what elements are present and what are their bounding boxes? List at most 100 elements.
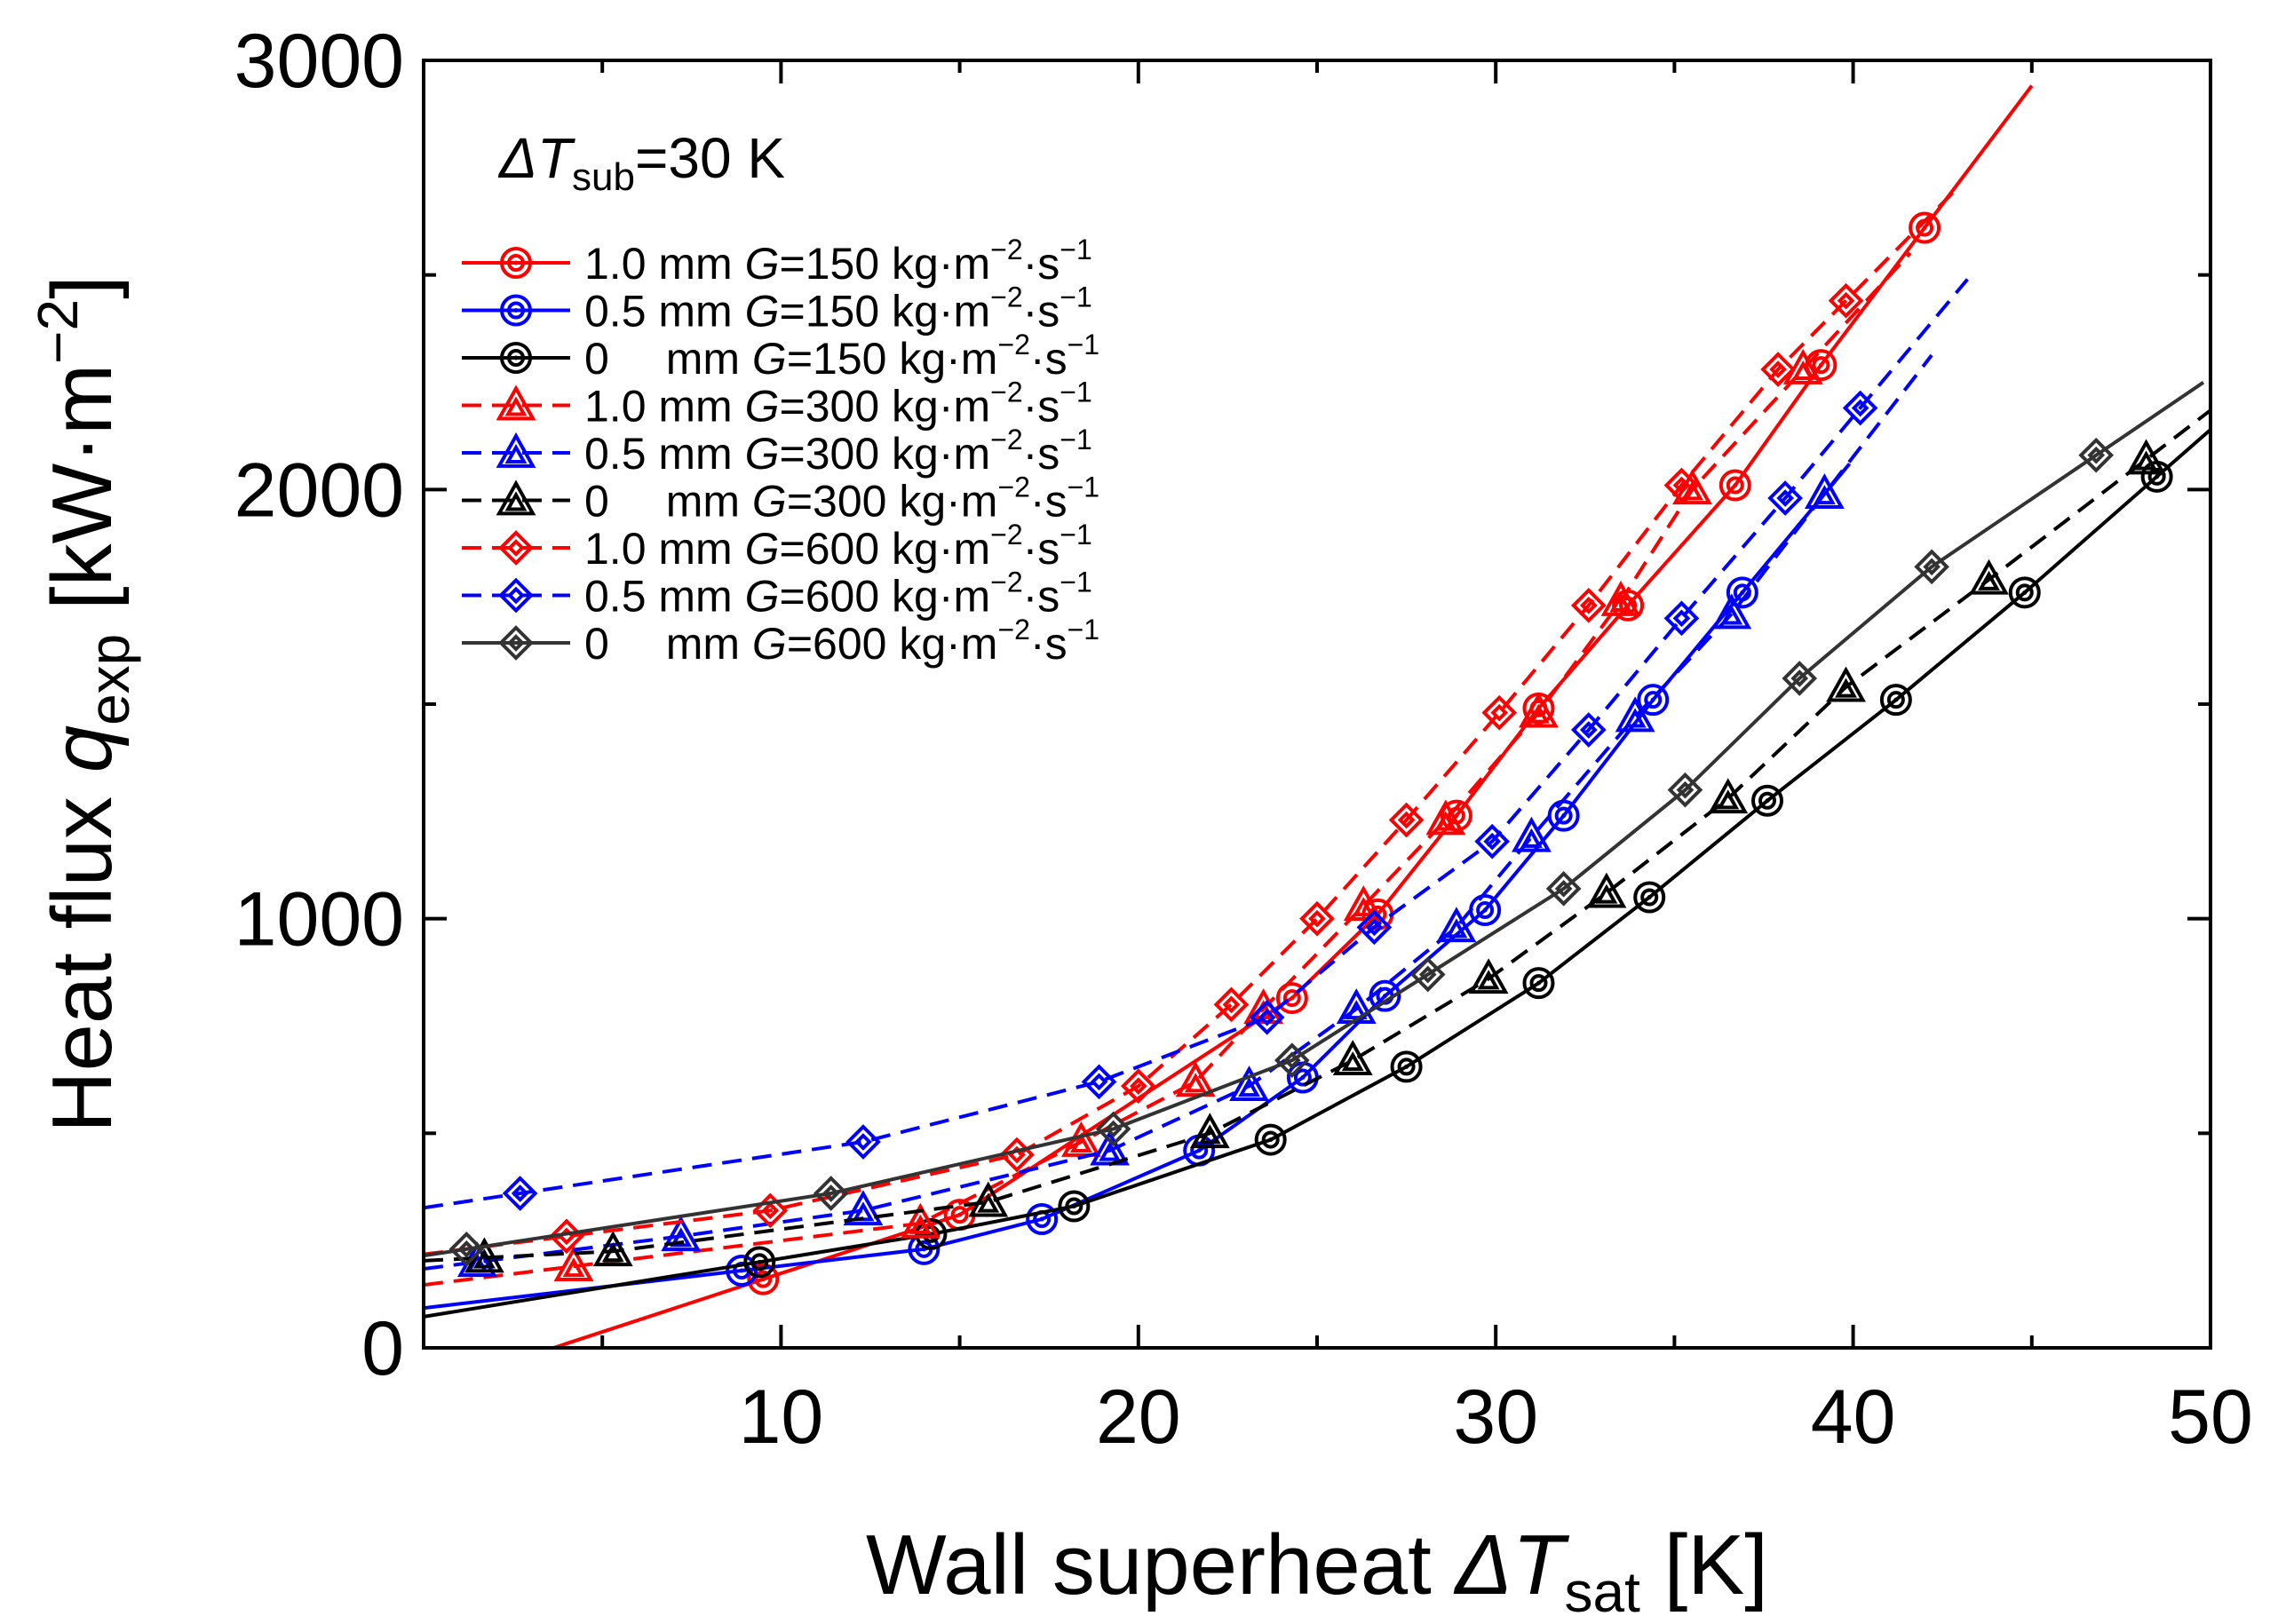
- legend-label: 0 mm G=300 kg·m−2·s−1: [584, 471, 1099, 527]
- data-point: [1095, 1111, 1131, 1147]
- data-point: [1249, 1000, 1285, 1035]
- data-point: [1826, 666, 1866, 702]
- data-point: [1914, 549, 1949, 585]
- data-point: [1388, 802, 1425, 838]
- data-point: [1519, 692, 1559, 728]
- series-line-6: [424, 191, 1955, 1256]
- data-point: [813, 1176, 849, 1211]
- legend-entry: 0.5 mm G=150 kg·m−2·s−1: [462, 281, 1092, 337]
- data-point: [1229, 1066, 1269, 1101]
- data-point: [1189, 1113, 1230, 1149]
- x-tick-label: 40: [1811, 1374, 1896, 1460]
- tick-layer: [424, 60, 2210, 1348]
- series-layer: [424, 84, 2210, 1348]
- legend-label: 0.5 mm G=600 kg·m−2·s−1: [584, 566, 1092, 622]
- plot-frame: [422, 59, 2212, 1350]
- legend-label: 1.0 mm G=150 kg·m−2·s−1: [584, 234, 1092, 289]
- data-point: [1390, 1050, 1423, 1083]
- data-point: [553, 1246, 594, 1281]
- data-point: [1760, 352, 1796, 387]
- data-point: [1474, 823, 1511, 860]
- data-point: [1481, 694, 1518, 731]
- legend-label: 0.5 mm G=150 kg·m−2·s−1: [584, 281, 1092, 337]
- data-point: [1909, 211, 1941, 244]
- legend-label: 0 mm G=150 kg·m−2·s−1: [584, 329, 1099, 384]
- data-point: [1708, 778, 1749, 814]
- data-point: [1570, 712, 1607, 748]
- data-point: [1842, 390, 1878, 426]
- legend-swatch-marker: [496, 384, 536, 421]
- legend: 1.0 mm G=150 kg·m−2·s−10.5 mm G=150 kg·m…: [462, 234, 1099, 669]
- data-point: [1711, 593, 1752, 630]
- legend-label: 1.0 mm G=600 kg·m−2·s−1: [584, 519, 1092, 574]
- data-point: [1615, 696, 1655, 733]
- legend-entry: 0.5 mm G=300 kg·m−2·s−1: [462, 424, 1092, 479]
- series-line-5: [424, 408, 2210, 1263]
- legend-label: 0.5 mm G=300 kg·m−2·s−1: [584, 424, 1092, 479]
- data-point: [1663, 467, 1700, 503]
- data-point: [1299, 900, 1335, 937]
- data-point: [1804, 473, 1845, 509]
- data-point: [502, 1176, 538, 1211]
- legend-swatch-marker: [498, 530, 534, 566]
- data-point: [845, 1124, 881, 1160]
- data-point: [1633, 881, 1666, 914]
- data-point: [1175, 1061, 1216, 1097]
- data-point: [1409, 956, 1446, 993]
- data-point: [1586, 872, 1627, 908]
- legend-swatch-marker: [496, 479, 536, 516]
- data-point: [1436, 907, 1477, 943]
- data-point: [1332, 1040, 1373, 1075]
- x-tick-label: 50: [2168, 1374, 2253, 1460]
- data-point: [900, 1202, 941, 1239]
- subcooling-annotation: ΔTsub=30 K: [497, 126, 785, 199]
- legend-label: 1.0 mm G=300 kg·m−2·s−1: [584, 376, 1092, 432]
- data-point: [1667, 772, 1703, 808]
- data-point: [968, 1181, 1009, 1217]
- data-point: [1767, 480, 1803, 516]
- legend-swatch-marker: [498, 625, 534, 661]
- legend-swatch-marker: [500, 294, 532, 327]
- data-point: [2126, 439, 2166, 475]
- data-point: [1637, 684, 1670, 717]
- legend-entry: 0 mm G=150 kg·m−2·s−1: [462, 329, 1099, 384]
- data-point: [743, 1246, 776, 1279]
- legend-entry: 0.5 mm G=600 kg·m−2·s−1: [462, 566, 1092, 622]
- data-point: [1120, 1068, 1156, 1104]
- series-5: [424, 408, 2210, 1273]
- y-tick-label: 1000: [234, 877, 404, 963]
- data-point: [1969, 558, 2009, 595]
- y-axis-label-group: Heat flux qexp [kW·m−2]: [26, 275, 141, 1133]
- legend-swatch-marker: [500, 342, 532, 374]
- data-point: [1469, 894, 1502, 926]
- data-point: [2078, 437, 2115, 473]
- x-axis-label: Wall superheat ΔTsat [K]: [866, 1517, 1768, 1624]
- data-point: [1718, 469, 1751, 502]
- label-layer: 10 20 30 40 50 0 1000 2000 3000 Wall superheat ΔT…: [26, 19, 2253, 1624]
- data-point: [1356, 909, 1393, 946]
- series-8: [424, 381, 2205, 1267]
- data-point: [661, 1216, 702, 1252]
- legend-swatch-marker: [498, 577, 534, 614]
- data-point: [1425, 799, 1466, 836]
- data-point: [1663, 600, 1700, 637]
- data-point: [1058, 1190, 1091, 1223]
- series-4: [424, 353, 1933, 1278]
- series-7: [424, 278, 1969, 1211]
- data-point: [1274, 1042, 1310, 1078]
- x-tick-label: 30: [1453, 1374, 1538, 1460]
- data-point: [1782, 348, 1823, 384]
- data-point: [1879, 684, 1912, 717]
- data-point: [448, 1232, 485, 1267]
- legend-entry: 1.0 mm G=300 kg·m−2·s−1: [462, 376, 1092, 432]
- data-point: [1547, 799, 1580, 832]
- data-point: [1782, 661, 1818, 696]
- data-point: [1828, 282, 1864, 319]
- data-point: [592, 1231, 633, 1267]
- series-line-8: [424, 381, 2205, 1258]
- series-2: [424, 427, 2210, 1319]
- y-tick-label: 3000: [234, 19, 404, 104]
- series-6: [424, 191, 1955, 1256]
- data-point: [1522, 967, 1555, 1000]
